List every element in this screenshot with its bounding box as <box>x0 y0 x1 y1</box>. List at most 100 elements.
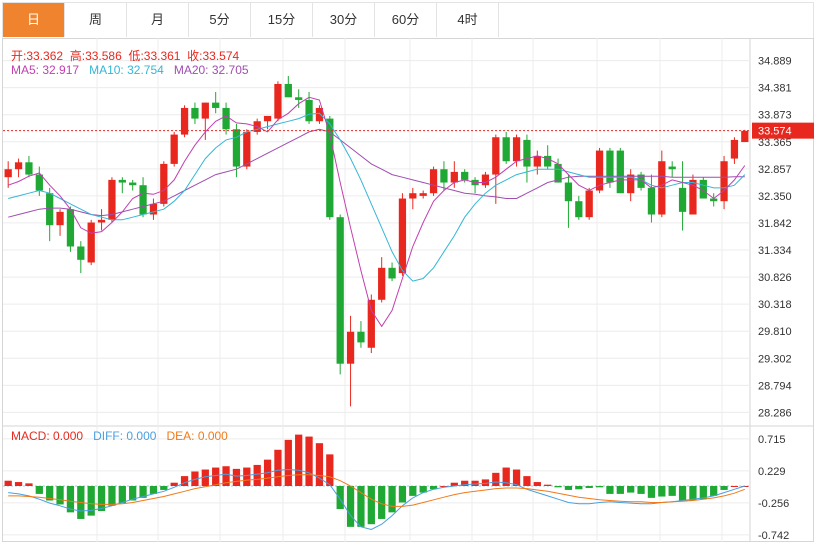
candle-down <box>502 137 510 162</box>
dea-label: DEA: <box>166 429 195 443</box>
tab-4hour[interactable]: 4时 <box>437 3 499 37</box>
candle-down <box>191 107 199 119</box>
candle-up <box>97 219 106 223</box>
macd-bar-negative <box>118 486 126 504</box>
tab-60min[interactable]: 60分 <box>375 3 437 37</box>
candle-down <box>606 150 614 183</box>
ma20-value: 32.705 <box>211 63 249 77</box>
macd-bar-positive <box>191 471 199 486</box>
ma10-label: MA10: <box>89 63 124 77</box>
macd-bar-positive <box>450 482 458 486</box>
last-price-tag-text: 33.574 <box>758 126 792 138</box>
candle-up <box>627 174 635 194</box>
macd-bar-negative <box>647 486 656 498</box>
macd-bar-negative <box>357 486 365 527</box>
macd-bar-negative <box>585 486 593 488</box>
macd-tick-label: 0.229 <box>758 466 786 478</box>
macd-label: MACD: <box>11 429 50 443</box>
macd-bar-negative <box>606 486 614 494</box>
diff-line <box>8 468 745 531</box>
price-tick-label: 28.794 <box>758 380 792 392</box>
tab-week[interactable]: 周 <box>65 3 127 37</box>
tab-5min[interactable]: 5分 <box>189 3 251 37</box>
ma10-value: 32.754 <box>127 63 164 77</box>
tab-day[interactable]: 日 <box>3 3 65 37</box>
tab-15min[interactable]: 15分 <box>251 3 313 37</box>
macd-bar-positive <box>274 449 282 486</box>
candle-up <box>108 179 116 220</box>
candle-up <box>429 169 438 194</box>
candle-up <box>409 193 417 199</box>
candle-up <box>160 163 168 204</box>
macd-bar-negative <box>575 486 583 490</box>
macd-bar-negative <box>627 486 635 493</box>
candle-up <box>243 131 251 167</box>
candle-up <box>481 174 490 186</box>
low-value: 33.361 <box>143 49 181 63</box>
candle-up <box>149 203 158 215</box>
tab-30min[interactable]: 30分 <box>313 3 375 37</box>
candle-down <box>305 99 313 122</box>
candle-up <box>180 107 189 135</box>
candle-down <box>544 155 552 167</box>
candle-down <box>222 107 230 130</box>
candle-up <box>398 198 407 274</box>
macd-bar-positive <box>180 476 189 486</box>
price-tick-label: 31.842 <box>758 218 792 230</box>
macd-bar-positive <box>170 482 178 486</box>
macd-bar-positive <box>4 480 12 486</box>
candle-up <box>274 83 282 119</box>
macd-bar-positive <box>512 469 521 486</box>
tab-month[interactable]: 月 <box>127 3 189 37</box>
candle-up <box>14 162 23 170</box>
macd-bar-negative <box>429 486 438 490</box>
macd-bar-negative <box>35 486 43 494</box>
candle-down <box>554 163 562 183</box>
candle-down <box>139 185 147 215</box>
macd-bar-positive <box>25 483 33 486</box>
ma20-label: MA20: <box>173 63 209 77</box>
macd-summary: MACD: 0.000 DIFF: 0.000 DEA: 0.000 <box>11 429 228 443</box>
macd-bar-negative <box>658 486 666 497</box>
macd-bar-negative <box>149 486 158 494</box>
dea-line <box>8 474 745 507</box>
period-tabs: 日 周 月 5分 15分 30分 60分 4时 <box>2 2 814 38</box>
macd-bar-negative <box>595 486 604 488</box>
macd-bar-positive <box>461 480 469 486</box>
price-tick-label: 33.873 <box>758 110 792 122</box>
macd-bar-negative <box>87 486 95 516</box>
candle-down <box>66 209 75 247</box>
candle-up <box>87 222 95 263</box>
candle-up <box>170 134 178 164</box>
candle-down <box>440 169 448 183</box>
ma5-label: MA5: <box>11 63 40 77</box>
macd-bar-negative <box>97 486 106 512</box>
macd-bar-positive <box>326 454 334 486</box>
macd-bar-negative <box>616 486 624 494</box>
candle-up <box>689 179 697 215</box>
ohlc-summary: 开:33.362 高:33.586 低:33.361 收:33.574 <box>11 47 239 64</box>
macd-bar-positive <box>243 467 251 486</box>
macd-bar-positive <box>201 469 209 486</box>
diff-value: 0.000 <box>126 429 157 443</box>
candle-up <box>492 137 500 175</box>
last-price-tag <box>752 122 814 139</box>
macd-bar-negative <box>419 486 427 493</box>
macd-bar-negative <box>160 486 168 490</box>
price-tick-label: 29.302 <box>758 353 792 365</box>
candle-down <box>461 171 469 180</box>
macd-bar-positive <box>523 476 531 486</box>
candle-down <box>647 187 656 215</box>
candle-down <box>295 97 303 100</box>
diff-label: DIFF: <box>93 429 124 443</box>
macd-bar-positive <box>481 479 490 486</box>
high-value: 33.586 <box>85 49 122 63</box>
candle-down <box>564 182 573 202</box>
price-tick-label: 30.826 <box>758 272 792 284</box>
candle-down <box>336 217 344 364</box>
macd-bar-positive <box>14 482 23 486</box>
price-tick-label: 30.318 <box>758 299 792 311</box>
candle-up <box>367 299 375 348</box>
close-label: 收: <box>187 49 203 63</box>
